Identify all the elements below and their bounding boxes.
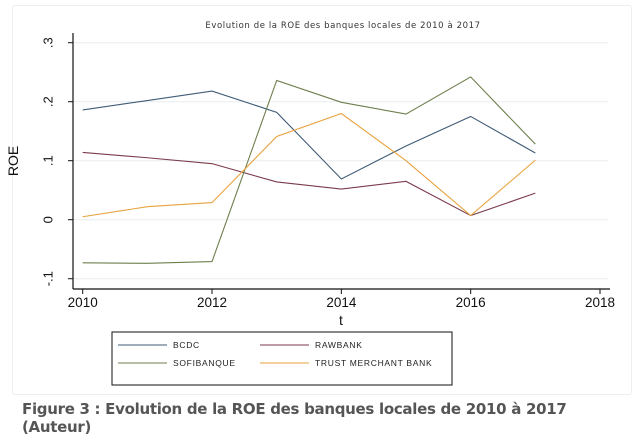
series-line-rawbank: [82, 151, 536, 217]
x-tick-label: 2016: [456, 295, 486, 310]
figure-panel: [12, 5, 632, 395]
figure-caption: Figure 3 : Evolution de la ROE des banqu…: [22, 400, 567, 436]
x-tick-label: 2014: [326, 295, 357, 310]
roe-line-chart: Evolution de la ROE des banques locales …: [5, 21, 615, 386]
legend-label: RAWBANK: [315, 340, 363, 350]
legend-box: [111, 331, 453, 386]
y-tick-label: .2: [41, 96, 56, 107]
series-line-trust-merchant-bank: [82, 112, 536, 218]
y-tick-label: -.1: [41, 271, 56, 286]
x-tick-label: 2018: [585, 295, 615, 310]
x-tick-label: 2012: [197, 295, 227, 310]
legend-label: SOFIBANQUE: [173, 358, 236, 368]
chart-title: Evolution de la ROE des banques locales …: [205, 21, 480, 31]
series-line-sofibanque: [82, 76, 536, 264]
y-axis-label: ROE: [5, 146, 21, 176]
legend-label: TRUST MERCHANT BANK: [315, 358, 432, 368]
series-line-bcdc: [82, 90, 536, 180]
x-axis-label: t: [339, 312, 343, 328]
x-tick-label: 2010: [68, 295, 98, 310]
y-tick-label: 0: [41, 216, 56, 223]
y-tick-label: .1: [41, 155, 56, 166]
y-tick-label: .3: [41, 37, 56, 48]
legend-label: BCDC: [173, 340, 200, 350]
